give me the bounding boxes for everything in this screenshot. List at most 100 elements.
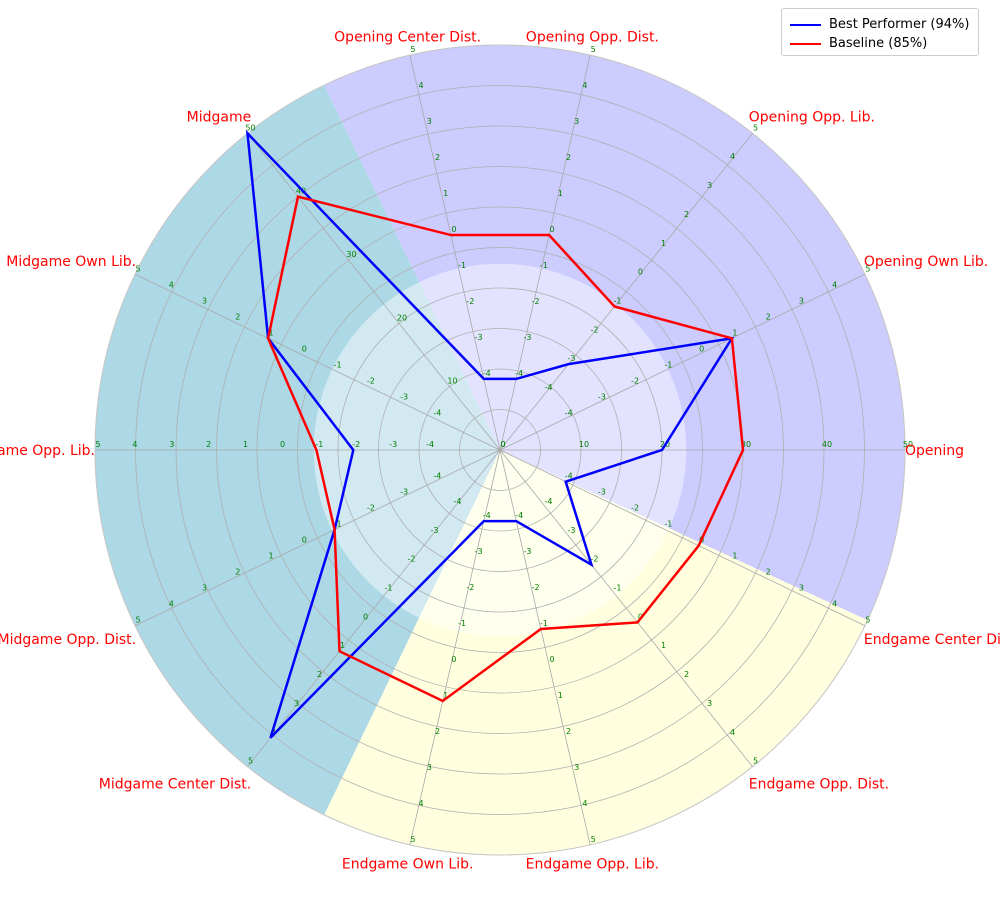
tick-label: 0 [550, 225, 555, 234]
tick-label: 1 [732, 552, 737, 561]
tick-label: 30 [346, 250, 356, 259]
tick-label: 5 [95, 440, 100, 449]
tick-label: 2 [684, 210, 689, 219]
axis-label: Opening Center Dist. [334, 29, 481, 45]
tick-label: 0 [699, 344, 704, 353]
axis-label: Opening Own Lib. [864, 254, 988, 270]
tick-label: 0 [302, 536, 307, 545]
tick-label: -1 [540, 261, 548, 270]
tick-label: 40 [822, 440, 832, 449]
tick-label: 4 [582, 81, 587, 90]
tick-label: 5 [865, 616, 870, 625]
tick-label: -2 [408, 555, 416, 564]
tick-label: 0 [302, 344, 307, 353]
tick-label: 5 [410, 45, 415, 54]
tick-label: 5 [753, 757, 758, 766]
tick-label: 3 [169, 440, 174, 449]
axis-label: Midgame Opp. Dist. [0, 632, 136, 648]
tick-label: -1 [458, 261, 466, 270]
tick-label: -3 [567, 526, 575, 535]
legend-swatch-baseline [790, 43, 821, 45]
axis-label: Midgame Center Dist. [99, 776, 252, 792]
tick-label: 3 [202, 584, 207, 593]
tick-label: -2 [532, 583, 540, 592]
axis-label: Midgame Own Lib. [6, 254, 136, 270]
axis-label: Endgame Center Dist. [864, 632, 1000, 648]
tick-label: 2 [206, 440, 211, 449]
tick-label: 2 [766, 312, 771, 321]
tick-label: 0 [550, 655, 555, 664]
tick-label: 3 [799, 296, 804, 305]
tick-label: -4 [483, 369, 491, 378]
legend-item-baseline: Baseline (85%) [790, 34, 970, 53]
tick-label: 2 [235, 312, 240, 321]
axis-label: Opening [905, 443, 964, 459]
tick-label: 5 [136, 264, 141, 273]
tick-label: 4 [730, 152, 735, 161]
tick-label: 3 [202, 296, 207, 305]
legend-item-best: Best Performer (94%) [790, 15, 970, 34]
tick-label: 1 [732, 328, 737, 337]
tick-label: 2 [566, 153, 571, 162]
tick-label: 3 [294, 699, 299, 708]
tick-label: 10 [447, 377, 457, 386]
tick-label: -3 [475, 547, 483, 556]
legend-label-baseline: Baseline (85%) [829, 36, 927, 51]
tick-label: -3 [523, 333, 531, 342]
axis-label: Midgame [187, 110, 252, 126]
tick-label: 2 [684, 670, 689, 679]
tick-label: 5 [591, 835, 596, 844]
tick-label: -3 [400, 488, 408, 497]
tick-label: -2 [352, 440, 360, 449]
tick-label: -3 [400, 392, 408, 401]
tick-label: 3 [799, 584, 804, 593]
tick-label: 3 [574, 763, 579, 772]
tick-label: 5 [591, 45, 596, 54]
legend-label-best: Best Performer (94%) [829, 17, 969, 32]
legend-swatch-best [790, 24, 821, 26]
tick-label: 1 [269, 552, 274, 561]
axis-label: Endgame Opp. Dist. [749, 776, 889, 792]
tick-label: -2 [590, 325, 598, 334]
axis-label: Midgame Opp. Lib. [0, 443, 95, 459]
tick-label: -4 [515, 511, 523, 520]
tick-label: -2 [367, 504, 375, 513]
tick-label: 2 [235, 568, 240, 577]
tick-label: -1 [664, 360, 672, 369]
tick-label: -3 [598, 392, 606, 401]
tick-label: -3 [389, 440, 397, 449]
tick-label: -4 [433, 408, 441, 417]
tick-label: 4 [730, 728, 735, 737]
tick-label: -3 [523, 547, 531, 556]
tick-label: -1 [540, 619, 548, 628]
tick-label: -2 [466, 583, 474, 592]
tick-label: -2 [532, 297, 540, 306]
tick-label: -1 [613, 296, 621, 305]
tick-label: 2 [435, 727, 440, 736]
tick-label: 20 [397, 313, 407, 322]
axis-label: Opening Opp. Lib. [749, 110, 875, 126]
tick-label: 3 [427, 763, 432, 772]
tick-label: 1 [661, 239, 666, 248]
legend: Best Performer (94%) Baseline (85%) [781, 8, 979, 56]
tick-label: 4 [419, 81, 424, 90]
tick-label: -4 [483, 511, 491, 520]
tick-label: 1 [661, 641, 666, 650]
axis-label: Opening Opp. Dist. [526, 29, 659, 45]
tick-label: 5 [248, 757, 253, 766]
tick-label: 0 [280, 440, 285, 449]
tick-label: 3 [427, 117, 432, 126]
tick-label: 4 [832, 280, 837, 289]
tick-label: -3 [475, 333, 483, 342]
tick-label: 5 [410, 835, 415, 844]
tick-label: -1 [458, 619, 466, 628]
tick-label: 4 [582, 799, 587, 808]
tick-label: 3 [574, 117, 579, 126]
tick-label: -4 [454, 497, 462, 506]
tick-label: -2 [367, 376, 375, 385]
tick-label: 4 [169, 280, 174, 289]
tick-label: -4 [433, 472, 441, 481]
tick-label: -3 [567, 354, 575, 363]
tick-label: 2 [317, 670, 322, 679]
tick-label: 1 [558, 691, 563, 700]
